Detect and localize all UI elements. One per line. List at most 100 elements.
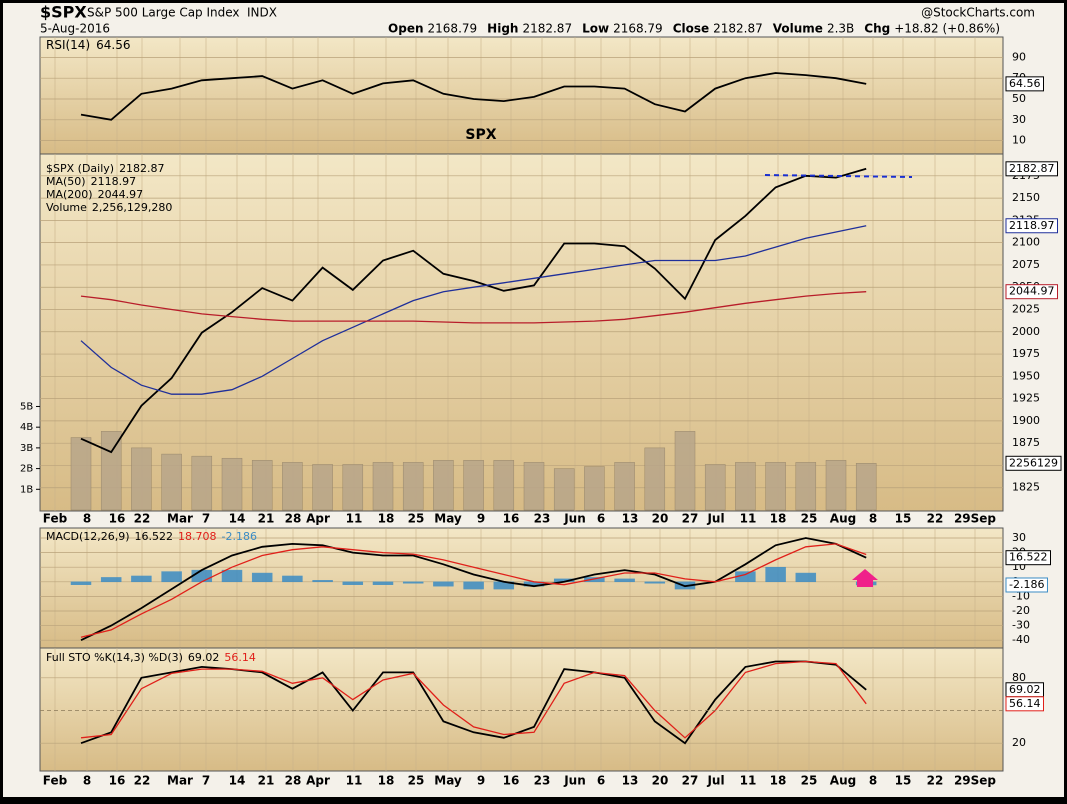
legend-name: Full STO %K(14,3) %D(3) [46, 651, 183, 664]
x-tick-label: 20 [652, 512, 669, 526]
x-tick-label: 8 [83, 774, 91, 788]
last-value-label: -2.186 [1009, 578, 1044, 591]
y2-tick-label: 5B [20, 401, 33, 412]
bar [825, 460, 847, 511]
bar [584, 466, 605, 511]
last-value-label: 2256129 [1009, 456, 1058, 469]
y-tick-label: 1950 [1012, 369, 1040, 382]
x-tick-label: 22 [927, 774, 944, 788]
x-tick-label: 21 [258, 774, 275, 788]
x-tick-label: 27 [682, 512, 699, 526]
x-tick-label: 9 [477, 774, 485, 788]
bar [433, 460, 454, 511]
x-tick-label: 6 [597, 512, 605, 526]
y-tick-label: -40 [1012, 633, 1030, 646]
x-tick-label: Aug [830, 512, 856, 526]
bar [614, 462, 635, 511]
x-tick-label: 16 [503, 512, 520, 526]
series-line [80, 291, 867, 324]
bar [795, 572, 817, 583]
bar [674, 431, 696, 511]
last-value-box [1005, 161, 1058, 177]
last-value-box [1005, 284, 1058, 300]
y-tick-label: -10 [1012, 589, 1030, 602]
x-tick-label: 13 [622, 512, 639, 526]
y-tick-label: 2075 [1012, 258, 1040, 271]
bar [191, 569, 213, 583]
legend-value: -2.186 [222, 530, 257, 543]
y-tick-label: 50 [1012, 92, 1026, 105]
panel-legend: MACD(12,26,9) 16.522 18.708 -2.186 [46, 530, 257, 543]
bar [614, 578, 635, 583]
bar [282, 575, 303, 583]
bar [221, 569, 243, 583]
bar [402, 581, 424, 584]
y-tick-label: 2025 [1012, 302, 1040, 315]
y2-tick-label: 1B [20, 484, 33, 495]
y2-tick-label: 4B [20, 422, 33, 433]
bar [735, 462, 756, 511]
stat-value: 2168.79 [613, 22, 663, 36]
series-line [80, 537, 867, 642]
legend-value: 2182.87 [119, 162, 165, 175]
bar [584, 577, 605, 583]
stat-label: Close [673, 22, 709, 36]
stat-label: Volume [773, 22, 823, 36]
bar [372, 462, 394, 511]
stat-value: 2182.87 [522, 22, 572, 36]
x-tick-label: 22 [134, 512, 151, 526]
last-value-label: 2182.87 [1009, 162, 1055, 175]
index-name: S&P 500 Large Cap Index [87, 6, 240, 20]
x-tick-label: 16 [109, 512, 126, 526]
y-tick-label: 1900 [1012, 414, 1040, 427]
x-tick-label: 25 [408, 774, 425, 788]
x-tick-label: Mar [167, 774, 193, 788]
legend-value: 2044.97 [98, 188, 144, 201]
bar [161, 453, 182, 511]
bar [342, 464, 364, 511]
legend-name: MA(200) [46, 188, 93, 201]
panel-legend: MA(200) 2044.97 [46, 188, 143, 201]
last-value-label: 2118.97 [1009, 219, 1055, 232]
x-tick-label: Aug [830, 774, 856, 788]
x-tick-label: 18 [378, 774, 395, 788]
panel-legend: Volume 2,256,129,280 [46, 201, 172, 214]
legend-value: 16.522 [135, 530, 174, 543]
x-tick-label: 23 [534, 512, 551, 526]
series-line [80, 225, 867, 395]
x-tick-label: Jul [706, 512, 724, 526]
x-tick-label: May [434, 512, 462, 526]
x-tick-label: 14 [229, 774, 246, 788]
y-tick-label: 1925 [1012, 392, 1040, 405]
bar [765, 462, 786, 511]
y-tick-label: 90 [1012, 50, 1026, 63]
bar [161, 571, 182, 583]
y-tick-label: 10 [1012, 134, 1026, 147]
bar [131, 575, 152, 583]
bar [282, 462, 303, 511]
x-tick-label: 6 [597, 774, 605, 788]
x-tick-label: Apr [306, 512, 330, 526]
bar [644, 581, 666, 584]
bar [221, 457, 243, 511]
legend-name: Volume [46, 201, 87, 214]
x-tick-label: 8 [83, 512, 91, 526]
x-tick-label: 20 [652, 774, 669, 788]
legend-name: MACD(12,26,9) [46, 530, 130, 543]
x-tick-label: Jul [706, 774, 724, 788]
x-tick-label: 8 [869, 512, 877, 526]
x-tick-label: Jun [563, 774, 586, 788]
x-tick-label: 18 [770, 774, 787, 788]
x-tick-label: Apr [306, 774, 330, 788]
bar [191, 455, 213, 511]
bar [342, 581, 364, 585]
x-tick-label: 14 [229, 512, 246, 526]
x-tick-label: 16 [109, 774, 126, 788]
x-tick-label: Feb [43, 774, 68, 788]
last-value-box [1005, 76, 1044, 92]
x-tick-label: 9 [477, 512, 485, 526]
series-line [80, 543, 867, 638]
bar [251, 572, 273, 583]
y-tick-label: 1825 [1012, 481, 1040, 494]
